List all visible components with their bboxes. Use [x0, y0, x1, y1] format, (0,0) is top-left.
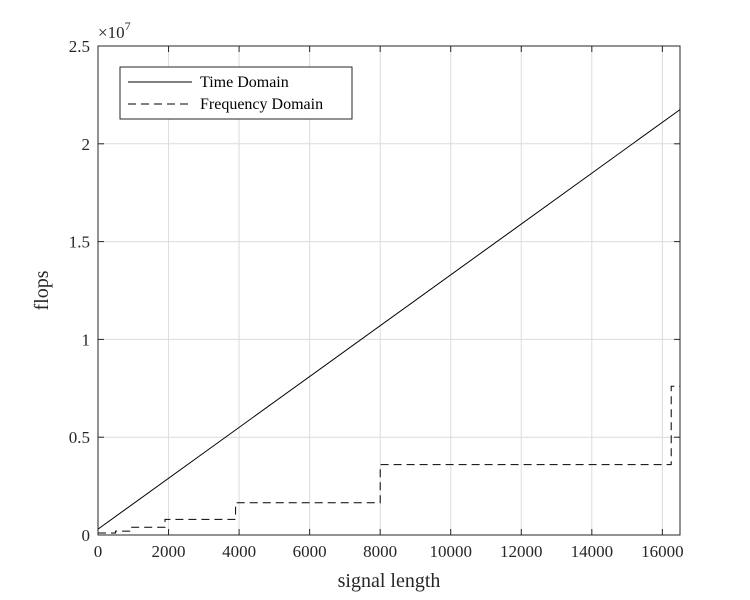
y-tick-label: 2 [82, 135, 91, 154]
legend-label-time-domain: Time Domain [200, 74, 289, 91]
x-tick-labels: 0 2000 4000 6000 8000 10000 12000 14000 16000 [94, 542, 684, 561]
x-tick-label: 16000 [641, 542, 684, 561]
y-tick-label: 1.5 [69, 233, 90, 252]
y-tick-label: 0.5 [69, 428, 90, 447]
tick-marks [97, 45, 680, 536]
x-tick-label: 12000 [500, 542, 543, 561]
x-tick-label: 2000 [152, 542, 186, 561]
legend-box [119, 66, 353, 120]
series-group [97, 109, 681, 534]
x-axis-label: signal length [338, 570, 441, 592]
plot-area [97, 45, 681, 536]
y-axis-exponent: ×107 [98, 19, 131, 42]
y-tick-label: 0 [82, 526, 91, 545]
y-tick-label: 2.5 [69, 37, 90, 56]
x-tick-label: 8000 [363, 542, 397, 561]
series-line-time-domain [97, 109, 681, 530]
legend: Time Domain Frequency Domain [119, 66, 353, 120]
x-tick-label: 0 [94, 542, 103, 561]
y-tick-label: 1 [82, 330, 91, 349]
x-tick-label: 6000 [293, 542, 327, 561]
x-tick-label: 4000 [222, 542, 256, 561]
legend-label-frequency-domain: Frequency Domain [200, 96, 323, 113]
grid [97, 45, 680, 536]
x-tick-label: 14000 [571, 542, 614, 561]
series-line-frequency-domain [98, 385, 680, 534]
x-tick-label: 10000 [429, 542, 472, 561]
y-axis-label: flops [31, 270, 53, 310]
y-tick-labels: 0 0.5 1 1.5 2 2.5 [69, 37, 90, 545]
